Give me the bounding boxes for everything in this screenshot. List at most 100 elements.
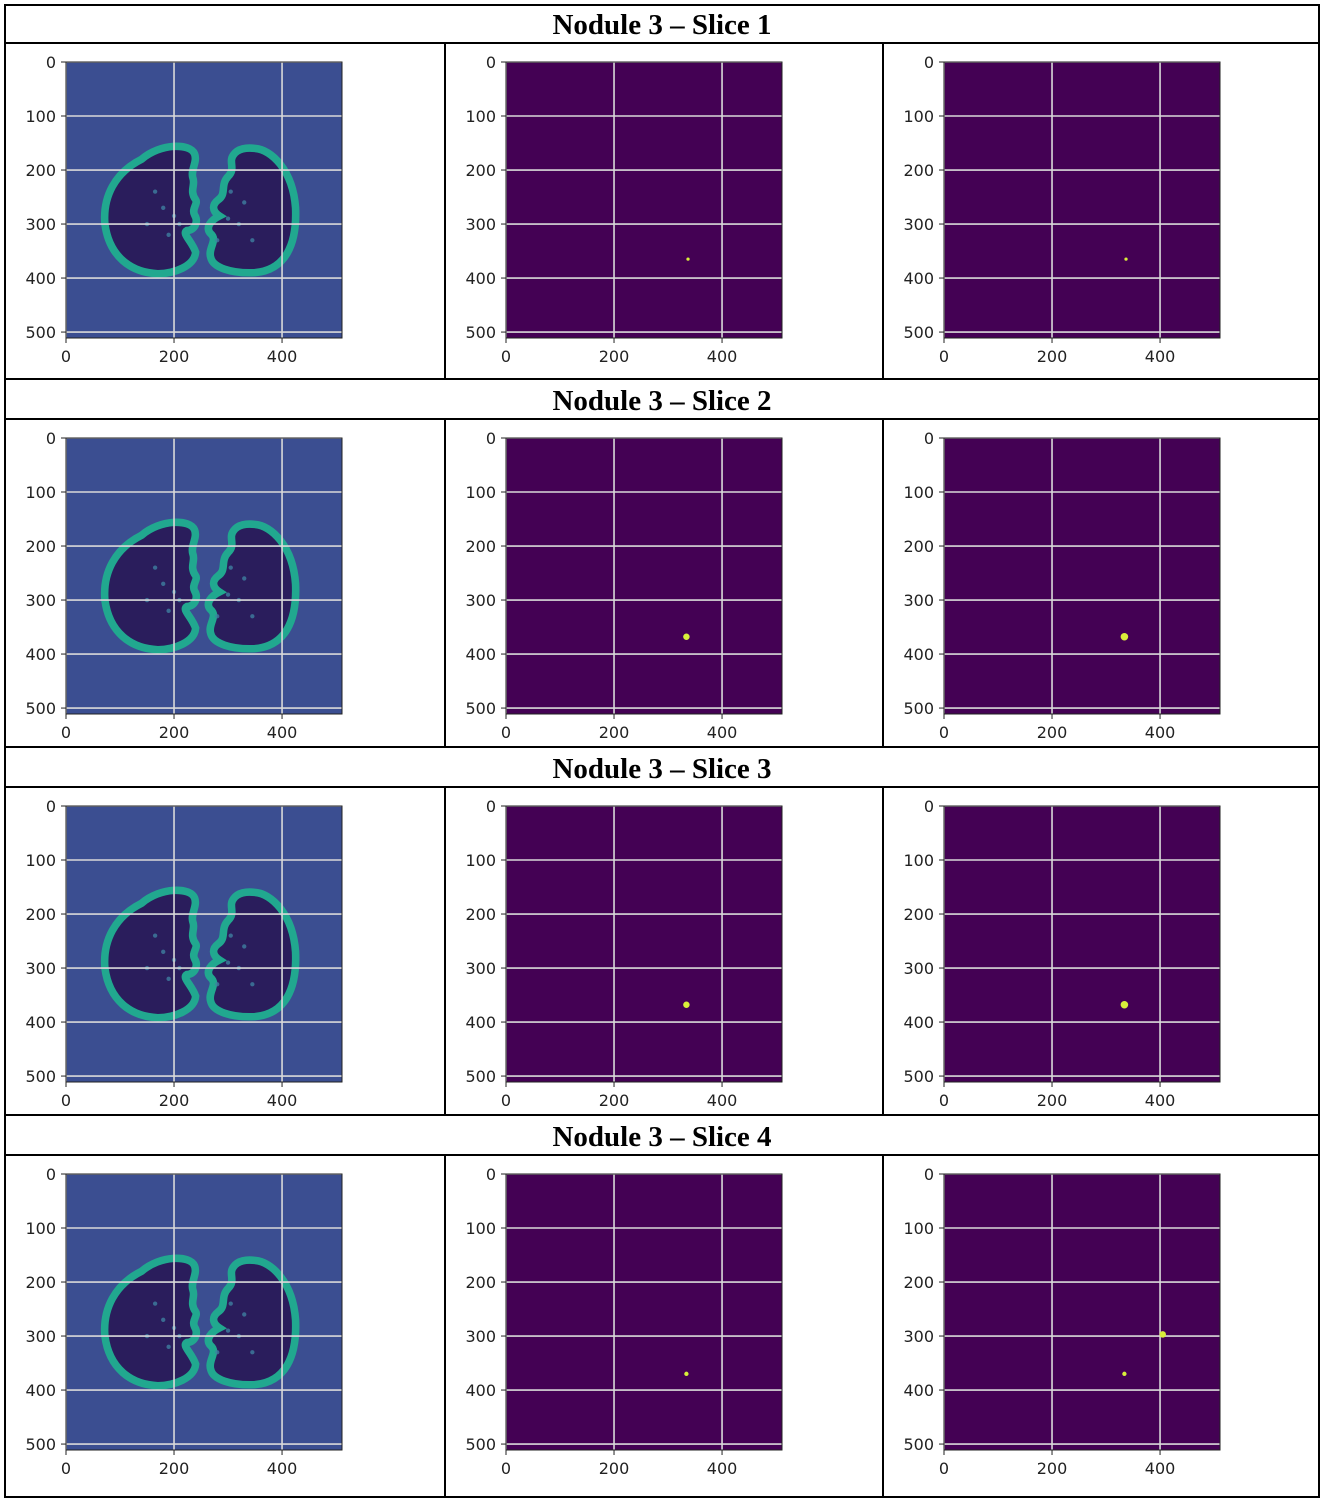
x-tick-label: 0 bbox=[61, 1459, 71, 1478]
mask-plot: 0 100 200 300 400 500 0 200 400 bbox=[903, 429, 1221, 742]
vessel-speck bbox=[250, 1350, 255, 1355]
x-tick-label: 0 bbox=[501, 347, 511, 366]
right-lung bbox=[204, 144, 300, 277]
plot-frame bbox=[505, 1173, 783, 1451]
y-tick-label: 400 bbox=[903, 1381, 934, 1400]
y-tick-label: 300 bbox=[25, 1327, 56, 1346]
y-tick-label: 500 bbox=[903, 323, 934, 342]
y-tick-label: 500 bbox=[25, 1435, 56, 1454]
mask-plot: 0 100 200 300 400 500 0 200 400 bbox=[903, 797, 1221, 1110]
ct-slice-plot: 0 100 200 300 400 500 0 200 400 bbox=[25, 53, 343, 366]
x-tick-label: 0 bbox=[939, 723, 949, 742]
image-cell: 0 100 200 300 400 500 0 200 400 bbox=[6, 788, 446, 1114]
y-tick-label: 100 bbox=[903, 1219, 934, 1238]
mask-plot: 0 100 200 300 400 500 0 200 400 bbox=[465, 53, 783, 366]
plot-frame bbox=[65, 61, 343, 339]
x-tick-label: 200 bbox=[599, 347, 630, 366]
nodule-spot bbox=[686, 257, 690, 261]
y-tick-label: 400 bbox=[465, 1013, 496, 1032]
x-tick-label: 200 bbox=[1037, 1459, 1068, 1478]
vessel-speck bbox=[225, 960, 231, 965]
y-tick-label: 200 bbox=[25, 161, 56, 180]
vessel-speck bbox=[228, 933, 233, 938]
x-tick-label: 0 bbox=[501, 1459, 511, 1478]
nodule-spot bbox=[1120, 632, 1129, 641]
y-tick-label: 500 bbox=[25, 323, 56, 342]
vessel-speck bbox=[242, 1312, 247, 1317]
x-tick-label: 0 bbox=[939, 347, 949, 366]
vessel-speck bbox=[242, 200, 247, 205]
image-cell: 0 100 200 300 400 500 0 200 400 bbox=[446, 1156, 884, 1496]
y-tick-label: 200 bbox=[25, 1273, 56, 1292]
y-tick-label: 500 bbox=[25, 1067, 56, 1086]
image-cell: 0 100 200 300 400 500 0 200 400 bbox=[884, 1156, 1318, 1496]
x-tick-label: 0 bbox=[61, 347, 71, 366]
image-cell: 0 100 200 300 400 500 0 200 400 bbox=[884, 788, 1318, 1114]
y-tick-label: 200 bbox=[465, 1273, 496, 1292]
x-tick-label: 400 bbox=[267, 347, 298, 366]
x-tick-label: 400 bbox=[1145, 347, 1176, 366]
nodule-spot bbox=[1124, 257, 1128, 261]
vessel-speck bbox=[215, 982, 220, 987]
x-tick-label: 400 bbox=[1145, 1459, 1176, 1478]
y-tick-label: 100 bbox=[903, 107, 934, 126]
y-tick-label: 200 bbox=[903, 161, 934, 180]
vessel-speck bbox=[152, 1301, 158, 1306]
x-tick-label: 400 bbox=[267, 1091, 298, 1110]
y-tick-label: 0 bbox=[486, 53, 496, 72]
vessel-speck bbox=[161, 581, 166, 586]
y-tick-label: 400 bbox=[903, 645, 934, 664]
nodule-spot bbox=[684, 1371, 689, 1377]
y-tick-label: 500 bbox=[465, 1435, 496, 1454]
y-tick-label: 300 bbox=[903, 959, 934, 978]
y-tick-label: 200 bbox=[903, 1273, 934, 1292]
ct-slice-plot: 0 100 200 300 400 500 0 200 400 bbox=[25, 797, 343, 1110]
vessel-speck bbox=[215, 238, 220, 243]
y-tick-label: 500 bbox=[465, 1067, 496, 1086]
y-tick-label: 200 bbox=[465, 905, 496, 924]
x-tick-label: 200 bbox=[159, 1459, 190, 1478]
y-tick-label: 300 bbox=[903, 591, 934, 610]
y-tick-label: 100 bbox=[25, 1219, 56, 1238]
vessel-speck bbox=[166, 976, 171, 981]
mask-plot: 0 100 200 300 400 500 0 200 400 bbox=[465, 1165, 783, 1478]
y-tick-label: 0 bbox=[46, 429, 56, 448]
vessel-speck bbox=[152, 933, 158, 938]
mask-plot: 0 100 200 300 400 500 0 200 400 bbox=[903, 53, 1221, 366]
x-tick-label: 200 bbox=[599, 1459, 630, 1478]
nodule-spot bbox=[1120, 1000, 1129, 1009]
y-tick-label: 100 bbox=[903, 483, 934, 502]
right-lung bbox=[204, 520, 300, 653]
mask-plot: 0 100 200 300 400 500 0 200 400 bbox=[903, 1165, 1221, 1478]
y-tick-label: 300 bbox=[25, 591, 56, 610]
y-tick-label: 100 bbox=[465, 1219, 496, 1238]
y-tick-label: 500 bbox=[903, 1067, 934, 1086]
y-tick-label: 0 bbox=[486, 1165, 496, 1184]
x-tick-label: 400 bbox=[707, 347, 738, 366]
vessel-speck bbox=[250, 982, 255, 987]
nodule-spot bbox=[683, 633, 690, 641]
y-tick-label: 100 bbox=[465, 851, 496, 870]
y-tick-label: 300 bbox=[465, 591, 496, 610]
y-tick-label: 0 bbox=[486, 429, 496, 448]
vessel-speck bbox=[228, 189, 233, 194]
vessel-speck bbox=[161, 205, 166, 210]
x-tick-label: 0 bbox=[939, 1091, 949, 1110]
x-tick-label: 200 bbox=[1037, 723, 1068, 742]
y-tick-label: 100 bbox=[465, 483, 496, 502]
plot-frame bbox=[943, 61, 1221, 339]
vessel-speck bbox=[215, 614, 220, 619]
y-tick-label: 500 bbox=[465, 699, 496, 718]
nodule-spot bbox=[683, 1001, 690, 1009]
y-tick-label: 200 bbox=[465, 537, 496, 556]
vessel-speck bbox=[161, 1317, 166, 1322]
x-tick-label: 200 bbox=[159, 1091, 190, 1110]
mask-plot: 0 100 200 300 400 500 0 200 400 bbox=[465, 429, 783, 742]
y-tick-label: 400 bbox=[465, 645, 496, 664]
plot-background bbox=[506, 62, 782, 338]
y-tick-label: 0 bbox=[486, 797, 496, 816]
vessel-speck bbox=[152, 189, 158, 194]
plot-frame bbox=[65, 437, 343, 715]
plot-frame bbox=[505, 61, 783, 339]
row-title: Nodule 3 – Slice 3 bbox=[6, 750, 1318, 788]
